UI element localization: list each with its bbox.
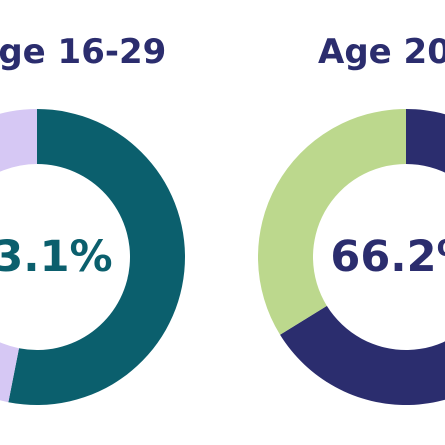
donut-right (258, 108, 445, 405)
donut-slice-0-1 (0, 109, 37, 403)
donut-left (0, 109, 186, 406)
chart-title-right: Age 20- (318, 32, 445, 72)
donut-slice-1-1 (258, 108, 406, 335)
donut-slice-1-0 (280, 109, 445, 405)
chart-title-left: Age 16-29 (0, 32, 167, 72)
center-label-left: 53.1% (0, 232, 113, 282)
center-label-right: 66.2% (330, 232, 445, 282)
donut-slice-0-0 (8, 109, 186, 406)
